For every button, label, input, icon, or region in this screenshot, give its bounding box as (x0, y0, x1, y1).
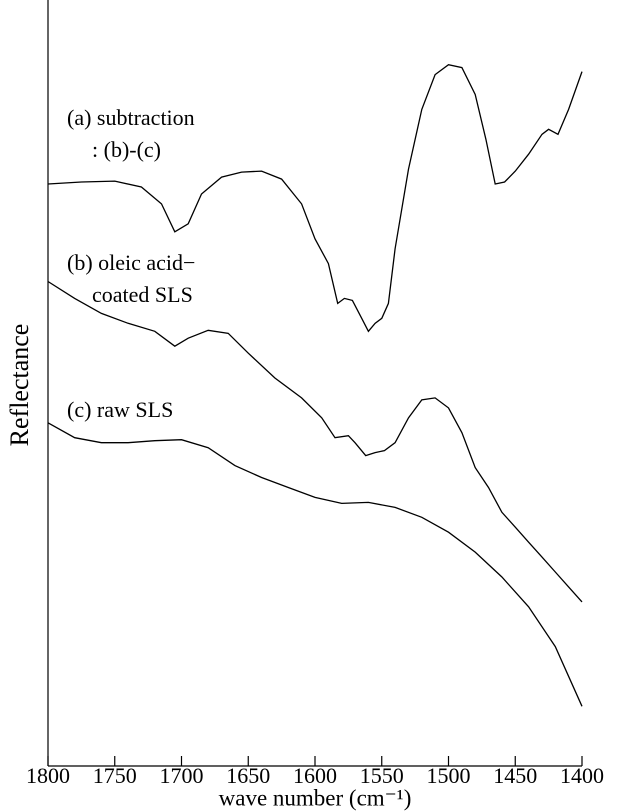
annotation: (c) raw SLS (67, 397, 173, 422)
x-tick-label: 1800 (26, 763, 70, 788)
spectrum-line (47, 64, 583, 333)
x-tick-label: 1600 (293, 763, 337, 788)
x-tick-label: 1500 (427, 763, 471, 788)
x-tick-label: 1650 (226, 763, 270, 788)
y-axis-label: Reflectance (5, 324, 34, 447)
annotation: (a) subtraction (67, 105, 195, 130)
x-tick-label: 1400 (560, 763, 604, 788)
x-tick-label: 1700 (160, 763, 204, 788)
x-tick-label: 1550 (360, 763, 404, 788)
x-axis-label: wave number (cm⁻¹) (219, 785, 412, 810)
annotation: : (b)-(c) (92, 137, 161, 162)
x-tick-label: 1750 (93, 763, 137, 788)
spectrum-line (47, 422, 583, 707)
x-tick-label: 1450 (493, 763, 537, 788)
annotation: (b) oleic acid− (67, 250, 195, 275)
annotation: coated SLS (92, 282, 193, 307)
spectrum-line (47, 280, 583, 603)
